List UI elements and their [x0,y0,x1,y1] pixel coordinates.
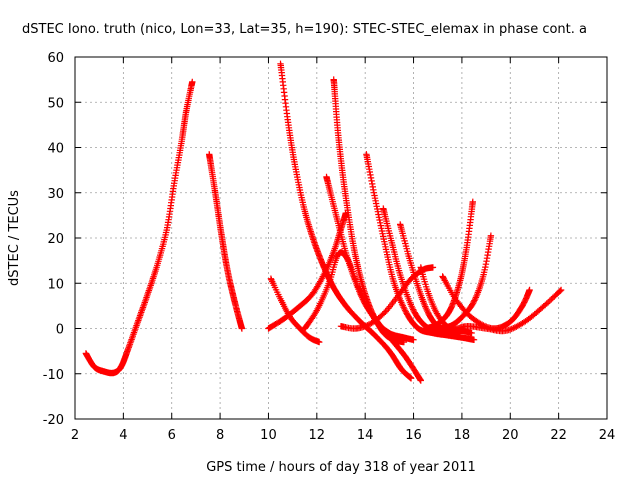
series-17 [429,286,565,335]
y-axis-label: dSTEC / TECUs [7,190,22,286]
y-tick-label: 50 [47,96,64,111]
y-tick-label: 10 [47,277,64,292]
plot-frame [74,56,608,420]
x-tick-label: 8 [216,428,224,443]
series-marks [277,60,415,382]
chart-title: dSTEC Iono. truth (nico, Lon=33, Lat=35,… [22,22,587,37]
y-tick-label: 20 [47,232,64,247]
series-marks [429,286,565,335]
y-tick-labels: -20 -10 0 10 20 30 40 50 60 [43,51,64,428]
x-tick-labels: 2 4 6 8 10 12 14 16 18 20 22 24 [71,428,615,443]
series-2 [206,151,246,332]
series-marks [267,275,323,346]
y-tick-label: 0 [56,323,64,338]
series-marks [206,151,246,332]
x-tick-label: 6 [168,428,176,443]
x-tick-label: 24 [599,428,616,443]
x-tick-label: 20 [502,428,519,443]
x-tick-label: 12 [309,428,326,443]
y-tick-label: -20 [43,413,64,428]
series-5 [265,209,349,332]
x-tick-label: 2 [71,428,79,443]
series-4 [277,60,415,382]
series-7 [330,76,408,346]
x-tick-label: 22 [550,428,567,443]
x-tick-label: 16 [405,428,422,443]
x-tick-label: 18 [454,428,471,443]
x-tick-label: 10 [260,428,277,443]
series-1 [82,78,196,377]
series-10 [337,264,437,332]
series-marks [265,209,349,332]
series-14 [422,198,476,332]
series-marks [337,264,437,332]
x-tick-label: 4 [119,428,127,443]
x-tick-label: 14 [357,428,374,443]
series-marks [422,198,476,332]
x-axis-label: GPS time / hours of day 318 of year 2011 [206,460,476,475]
y-tick-label: 30 [47,187,64,202]
series-marks [330,76,408,346]
y-tick-label: 60 [47,51,64,66]
series-marks [82,78,196,377]
data-marks [82,60,565,384]
y-tick-label: 40 [47,142,64,157]
series-3 [267,275,323,346]
y-tick-label: -10 [43,368,64,383]
